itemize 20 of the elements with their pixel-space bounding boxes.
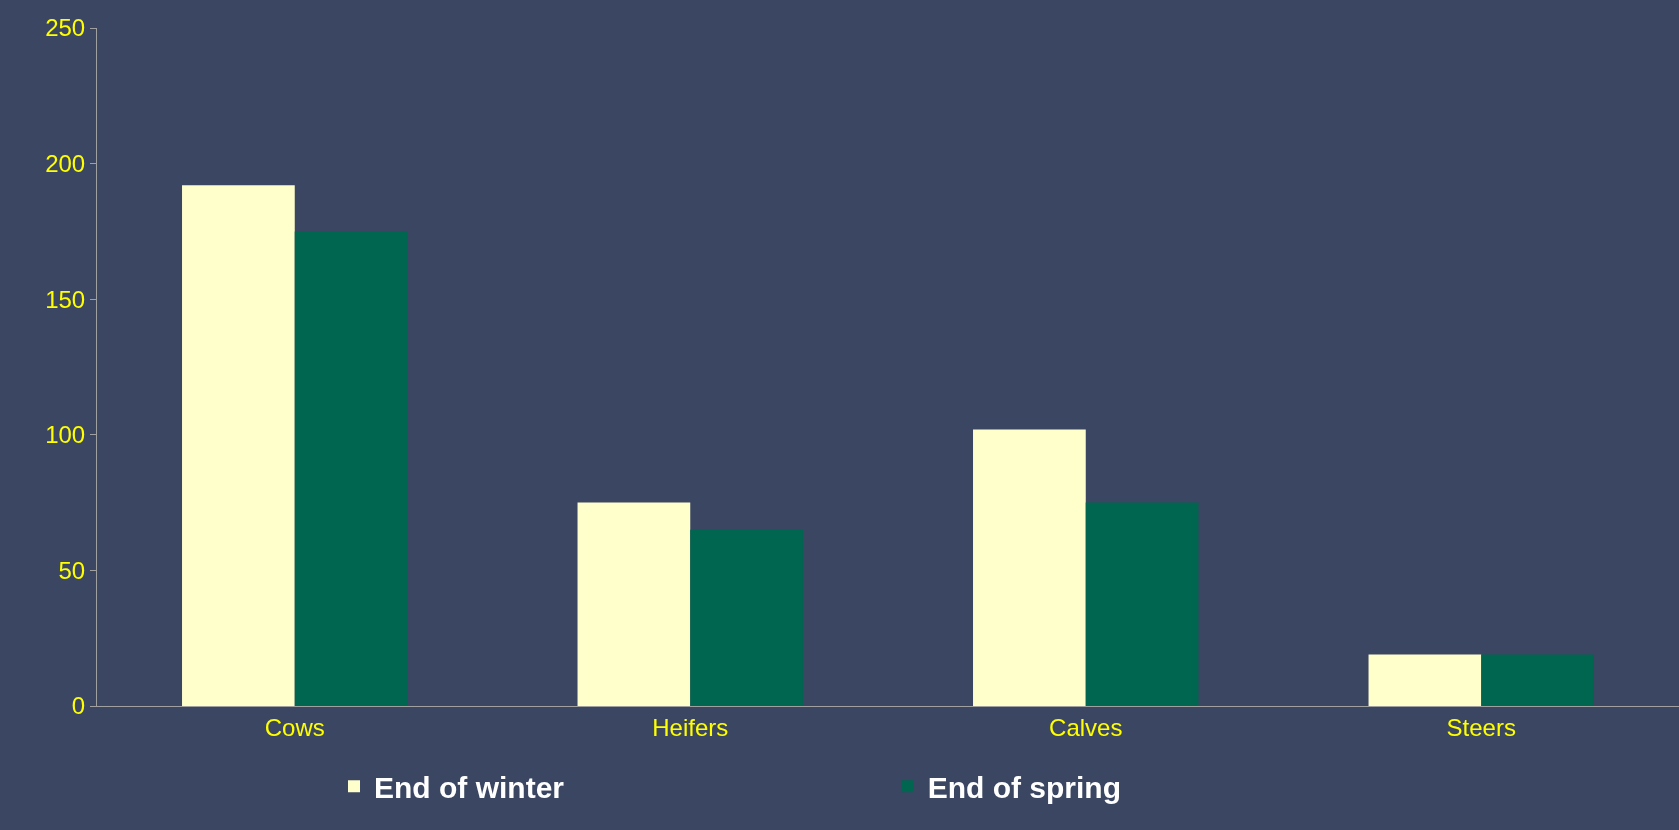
y-tick-label: 250 — [45, 14, 86, 42]
y-tick-label: 200 — [45, 150, 86, 177]
x-tick-label: Cows — [264, 713, 325, 741]
y-tick-label: 150 — [45, 285, 86, 313]
x-tick-label: Steers — [1446, 713, 1516, 741]
x-tick-label: Calves — [1049, 713, 1123, 741]
legend-label: End of winter — [374, 770, 565, 804]
x-tick-label: Heifers — [652, 713, 729, 741]
y-tick-label: 0 — [71, 692, 86, 720]
bar — [690, 529, 803, 706]
bar — [577, 502, 691, 706]
legend-label: End of spring — [927, 770, 1122, 804]
bar — [294, 231, 408, 706]
bar — [973, 429, 1086, 706]
bar — [1368, 654, 1482, 706]
bar — [1481, 654, 1594, 706]
bar — [1085, 502, 1199, 706]
y-tick-label: 50 — [58, 556, 86, 584]
bar — [182, 185, 295, 706]
y-tick-label: 100 — [45, 421, 86, 449]
